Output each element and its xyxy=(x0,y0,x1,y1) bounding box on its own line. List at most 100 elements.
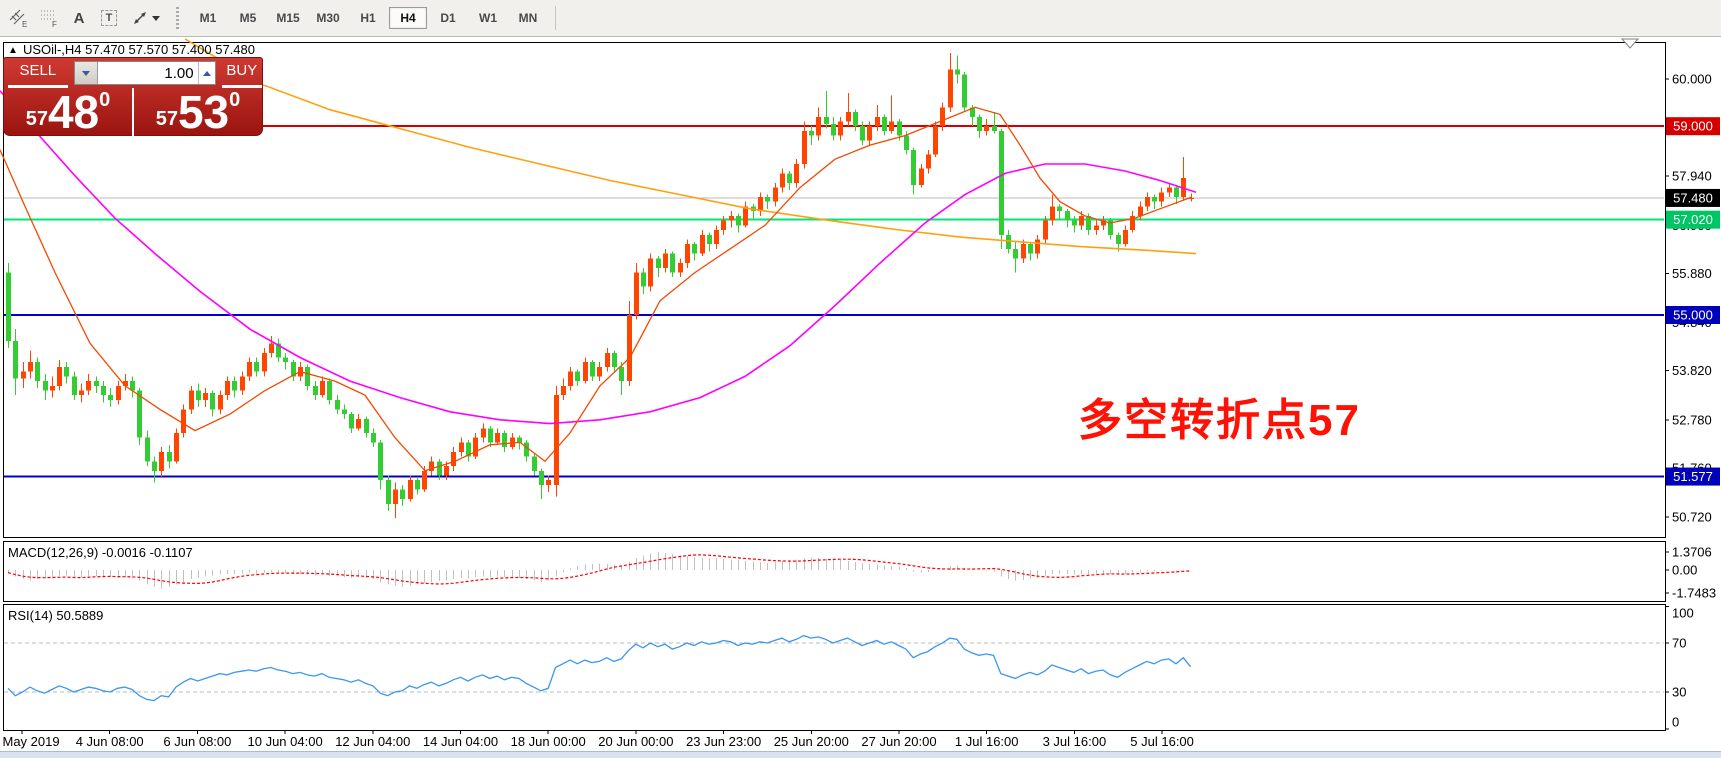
chart-shift-marker xyxy=(1620,38,1640,49)
date-tick-label: 31 May 2019 xyxy=(0,734,60,749)
text-label-tool-button[interactable]: A xyxy=(66,6,92,30)
timeframe-button-m1[interactable]: M1 xyxy=(199,11,217,25)
date-tick-label: 27 Jun 20:00 xyxy=(861,734,936,749)
candle-body xyxy=(875,116,880,127)
price-tick-label: 52.780 xyxy=(1672,412,1712,427)
candle-body xyxy=(408,480,413,500)
candle-body xyxy=(524,442,529,457)
candle-body xyxy=(79,390,84,396)
candles-group xyxy=(6,53,1194,518)
candle-body xyxy=(320,381,325,396)
candle-body xyxy=(605,352,610,367)
candle-body xyxy=(495,433,500,443)
candle-body xyxy=(955,69,960,75)
timeframe-button-mn[interactable]: MN xyxy=(518,11,538,25)
sell-price[interactable]: 57 48 0 xyxy=(4,88,134,136)
timeframe-button-d1[interactable]: D1 xyxy=(440,11,456,25)
date-tick-label: 10 Jun 04:00 xyxy=(248,734,323,749)
arrows-tool-button[interactable] xyxy=(126,6,164,30)
rsi-tick-label: 30 xyxy=(1672,685,1686,700)
toolbar-grip-handle[interactable] xyxy=(176,7,179,29)
sell-price-handle: 57 xyxy=(25,108,48,130)
sell-button[interactable]: SELL xyxy=(8,58,68,88)
annotation-text: 多空转折点57 xyxy=(1078,396,1361,445)
candle-body xyxy=(787,173,792,183)
candle-body xyxy=(305,366,310,386)
volume-decrease-button[interactable] xyxy=(74,62,98,84)
candle-body xyxy=(590,362,595,377)
candle-body xyxy=(984,126,989,131)
candle-body xyxy=(502,433,507,448)
candle-body xyxy=(627,315,632,382)
timeframe-button-m15[interactable]: M15 xyxy=(276,11,300,25)
rsi-label: RSI(14) 50.5889 xyxy=(8,608,103,623)
candle-body xyxy=(802,130,807,164)
candle-body xyxy=(13,340,18,379)
candle-body xyxy=(597,366,602,377)
date-tick-label: 4 Jun 08:00 xyxy=(76,734,144,749)
candle-body xyxy=(853,112,858,127)
candle-body xyxy=(1174,187,1179,197)
candle-body xyxy=(970,107,975,117)
date-tick-label: 25 Jun 20:00 xyxy=(774,734,849,749)
candle-body xyxy=(488,428,493,443)
candle-body xyxy=(736,215,741,226)
candle-body xyxy=(21,371,26,379)
rsi-panel-border xyxy=(3,604,1666,731)
text-tool-button[interactable]: T xyxy=(96,6,122,30)
ma-mid-line xyxy=(0,90,1197,425)
candle-body xyxy=(962,74,967,108)
ma-fast-line xyxy=(0,106,1193,472)
candle-body xyxy=(473,437,478,457)
candle-body xyxy=(992,126,997,131)
candle-body xyxy=(780,173,785,188)
price-tick-label: 57.940 xyxy=(1672,169,1712,184)
candle-body xyxy=(1072,220,1077,226)
volume-increase-button[interactable] xyxy=(197,62,215,84)
candle-body xyxy=(174,433,179,462)
current-price-badge xyxy=(1666,188,1720,207)
candle-body xyxy=(123,381,128,386)
timeframe-button-m5[interactable]: M5 xyxy=(239,11,257,25)
timeframe-button-h1[interactable]: H1 xyxy=(360,11,376,25)
buy-price[interactable]: 57 53 0 xyxy=(134,88,262,136)
candle-body xyxy=(575,371,580,382)
candle-body xyxy=(429,461,434,471)
candle-body xyxy=(50,385,55,391)
candle-body xyxy=(656,258,661,268)
candle-body xyxy=(714,230,719,245)
price-badge-59.000 xyxy=(1666,117,1720,136)
text-label-icon: A xyxy=(73,9,85,27)
sell-price-point: 0 xyxy=(99,89,111,111)
fibonacci-grid-tool-button[interactable]: F xyxy=(36,6,62,30)
candle-body xyxy=(517,437,522,443)
rsi-tick-label: 100 xyxy=(1672,606,1694,621)
volume-input[interactable] xyxy=(97,63,198,83)
timeframe-button-m30[interactable]: M30 xyxy=(316,11,340,25)
candle-body xyxy=(809,130,814,136)
candle-body xyxy=(1028,244,1033,254)
macd-tick-label: -1.7483 xyxy=(1672,585,1716,600)
candle-body xyxy=(64,366,69,377)
macd-tick-label: 0.00 xyxy=(1672,563,1697,578)
equidistant-channel-tool-button[interactable]: E xyxy=(6,6,32,30)
candle-body xyxy=(152,461,157,471)
candle-body xyxy=(1035,239,1040,254)
candle-body xyxy=(422,470,427,490)
candle-body xyxy=(210,392,215,410)
timeframe-button-h4[interactable]: H4 xyxy=(389,7,427,29)
candle-body xyxy=(933,126,938,155)
candle-body xyxy=(897,121,902,136)
candle-body xyxy=(196,390,201,400)
candle-body xyxy=(1108,220,1113,235)
timeframe-button-w1[interactable]: W1 xyxy=(479,11,497,25)
buy-button[interactable]: BUY xyxy=(221,58,262,88)
candle-body xyxy=(189,390,194,410)
candle-body xyxy=(721,220,726,231)
candle-body xyxy=(269,343,274,353)
candle-body xyxy=(1057,206,1062,212)
candle-body xyxy=(831,123,836,136)
candle-body xyxy=(1130,215,1135,231)
candle-body xyxy=(116,385,121,400)
